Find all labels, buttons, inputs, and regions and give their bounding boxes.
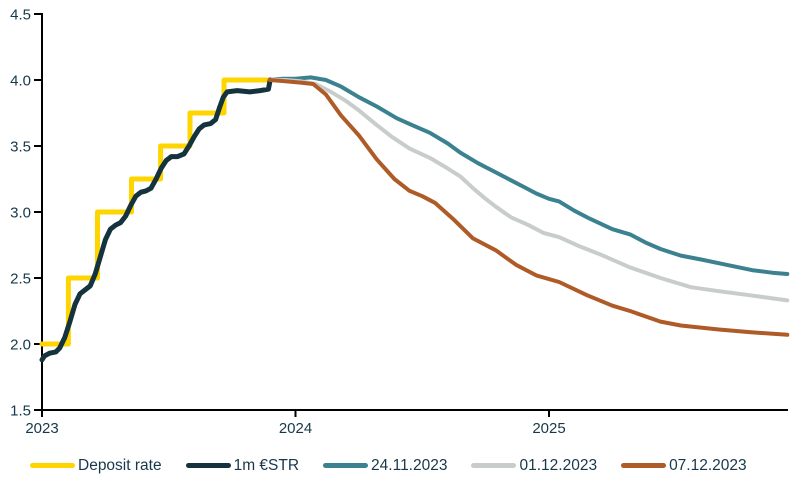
legend-swatch-24-11-2023 [323, 463, 369, 468]
legend-swatch-deposit-rate [30, 463, 75, 468]
y-tick-label: 4.5 [10, 7, 31, 24]
y-tick-label: 2.5 [10, 271, 31, 288]
y-tick-label: 1.5 [10, 403, 31, 420]
legend-item-01-12-2023: 01.12.2023 [471, 457, 597, 475]
legend-label-01-12-2023: 01.12.2023 [519, 456, 598, 474]
series-line-24-11-2023 [268, 75, 790, 276]
x-tick-label: 2024 [279, 420, 312, 437]
legend-label-1m-estr: 1m €STR [233, 456, 300, 474]
legend-label-24-11-2023: 24.11.2023 [371, 456, 448, 474]
y-tick-label: 4.0 [10, 73, 31, 90]
legend-swatch-07-12-2023 [621, 463, 667, 468]
legend-item-1m-estr: 1m €STR [185, 456, 300, 475]
legend-item-24-11-2023: 24.11.2023 [323, 457, 447, 475]
y-tick-label: 3.0 [10, 205, 31, 222]
legend-label-deposit-rate: Deposit rate [78, 456, 162, 474]
legend-swatch-01-12-2023 [471, 463, 517, 468]
series-line-1m-str [39, 77, 273, 363]
y-tick-label: 3.5 [10, 139, 31, 156]
plot-area: 1.5 2.0 2.5 3.0 3.5 4.0 4.5 2023 2024 2025 [10, 7, 790, 437]
y-tick-label: 2.0 [10, 337, 31, 354]
x-tick-label: 2025 [532, 420, 565, 437]
legend-item-07-12-2023: 07.12.2023 [621, 457, 747, 475]
legend-label-07-12-2023: 07.12.2023 [669, 456, 747, 474]
series-line-07-12-2023 [268, 78, 790, 337]
legend-swatch-1m-estr [185, 463, 231, 468]
x-tick-label: 2023 [25, 420, 58, 437]
chart-legend: Deposit rate 1m €STR 24.11.2023 01.12.20… [0, 448, 806, 483]
legend-item-deposit-rate: Deposit rate [30, 457, 162, 475]
series-line-01-12-2023 [268, 78, 790, 303]
